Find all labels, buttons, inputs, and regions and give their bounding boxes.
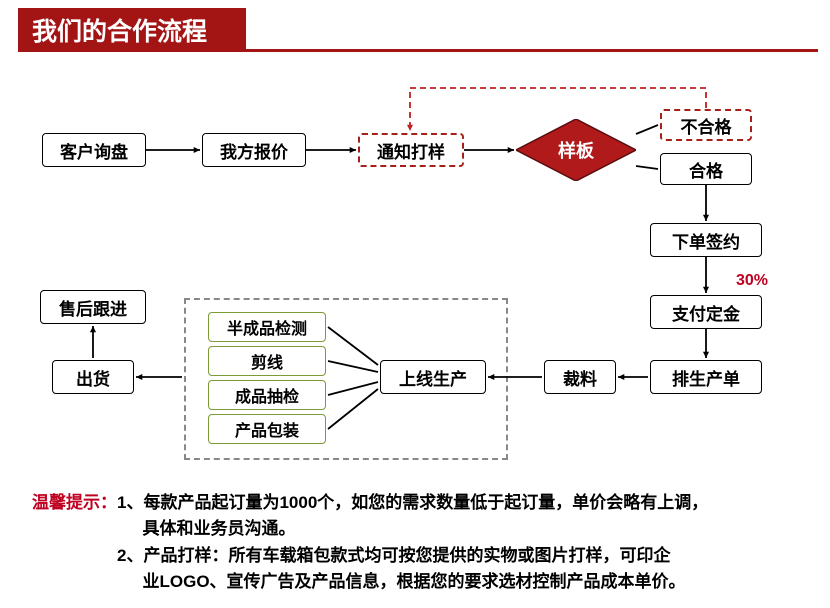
node-cutting: 裁料 — [544, 360, 616, 394]
node-halfcheck: 半成品检测 — [208, 312, 326, 342]
deposit-percent: 30% — [736, 272, 768, 290]
tips-block: 温馨提示：1、每款产品起订量为1000个，如您的需求数量低于起订量，单价会略有上… — [32, 490, 802, 595]
node-aftersale: 售后跟进 — [40, 290, 146, 324]
node-sample-decision: 样板 — [516, 119, 636, 181]
node-pack: 产品包装 — [208, 414, 326, 444]
node-schedule: 排生产单 — [650, 360, 762, 394]
node-quote: 我方报价 — [202, 133, 306, 167]
node-sample-label: 样板 — [516, 119, 636, 181]
node-sign: 下单签约 — [650, 223, 762, 257]
node-online: 上线生产 — [380, 360, 486, 394]
node-trim: 剪线 — [208, 346, 326, 376]
title-rule — [246, 49, 818, 52]
node-inquiry: 客户询盘 — [42, 133, 146, 167]
node-deposit: 支付定金 — [650, 295, 762, 329]
node-qc: 成品抽检 — [208, 380, 326, 410]
node-fail: 不合格 — [660, 109, 752, 141]
page-title: 我们的合作流程 — [18, 8, 246, 52]
node-notify: 通知打样 — [358, 133, 464, 167]
node-pass: 合格 — [660, 153, 752, 185]
node-ship: 出货 — [52, 360, 134, 394]
